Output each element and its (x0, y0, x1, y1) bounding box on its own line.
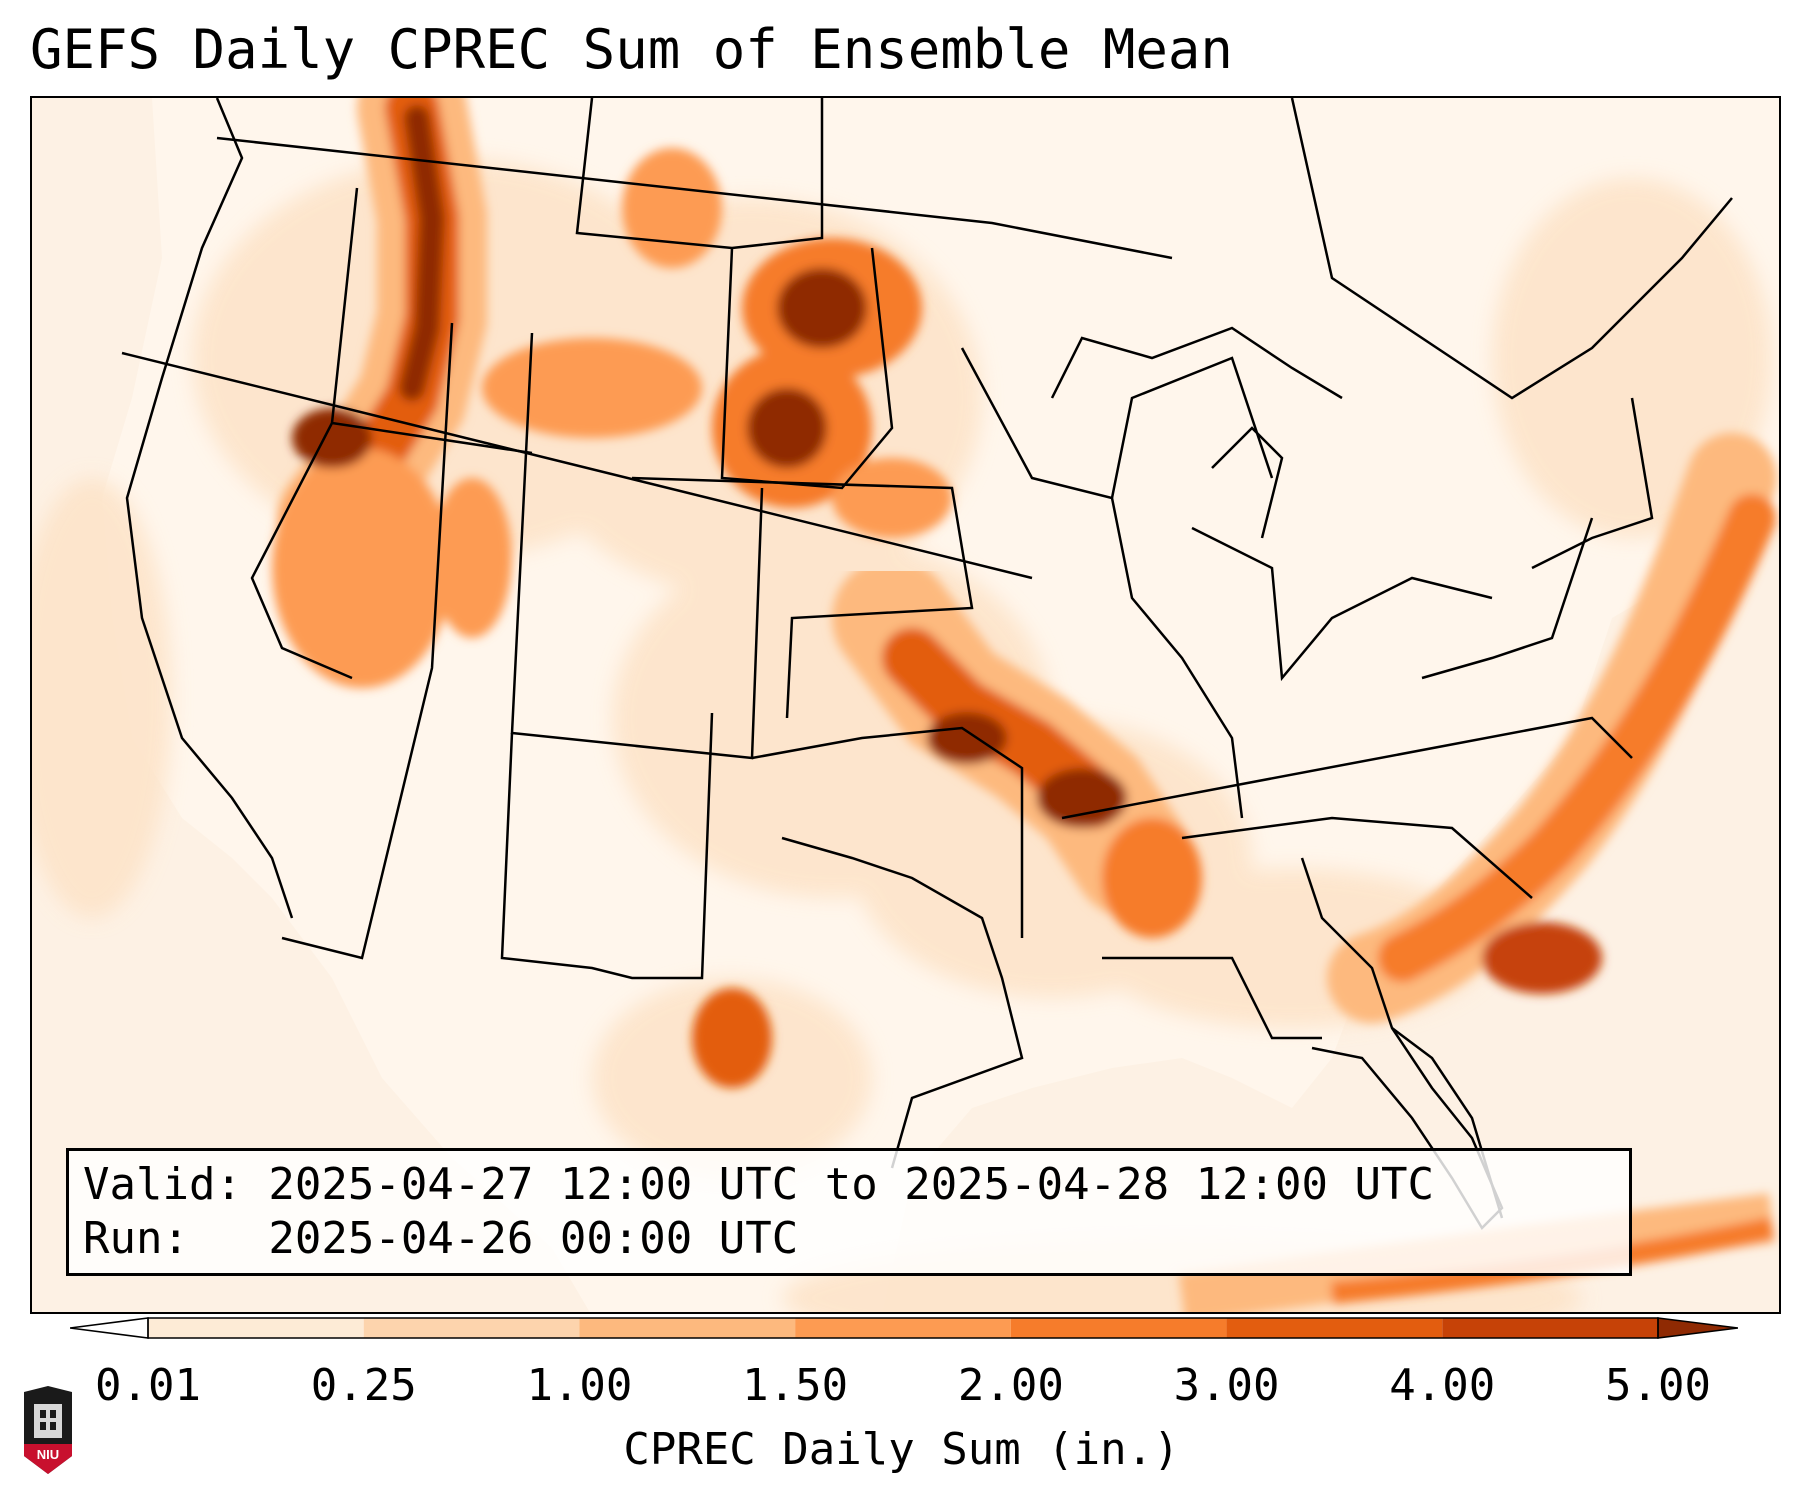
run-time-text: Run: 2025-04-26 00:00 UTC (83, 1213, 799, 1264)
valid-time-box: Valid: 2025-04-27 12:00 UTC to 2025-04-2… (66, 1148, 1632, 1276)
logo-text: NIU (37, 1447, 59, 1462)
colorbar-tick-label: 1.50 (742, 1360, 849, 1411)
colorbar-label: CPREC Daily Sum (in.) (623, 1424, 1180, 1475)
colorbar-lower-arrow (70, 1317, 149, 1339)
colorbar-cell (1226, 1318, 1443, 1338)
colorbar-cell (795, 1318, 1011, 1338)
precip-map (32, 98, 1779, 1312)
colorbar-tick-label: 0.01 (95, 1360, 201, 1411)
colorbar-cell (148, 1318, 364, 1338)
colorbar-tick-label: 0.25 (310, 1360, 417, 1411)
valid-time-text: Valid: 2025-04-27 12:00 UTC to 2025-04-2… (83, 1159, 1435, 1210)
boundaries (121, 98, 1733, 1219)
colorbar-cell (1010, 1318, 1227, 1338)
southern-precip (692, 558, 1202, 1088)
colorbar-tick-label: 1.00 (526, 1360, 633, 1411)
plains-precip (712, 238, 952, 538)
colorbar-tick-label: 5.00 (1605, 1360, 1711, 1411)
colorbar-cell (579, 1318, 796, 1338)
colorbar-cell (363, 1318, 580, 1338)
northwest-precip (272, 98, 722, 688)
niu-logo: NIU (24, 1386, 72, 1474)
colorbar-upper-arrow (1657, 1317, 1738, 1339)
map-panel (30, 96, 1781, 1314)
colorbar-frame (147, 1317, 1659, 1339)
colorbar-tick-label: 2.00 (957, 1360, 1064, 1411)
map-title: GEFS Daily CPREC Sum of Ensemble Mean (30, 18, 1233, 81)
colorbar-cell (1442, 1318, 1658, 1338)
colorbar-tick-label: 3.00 (1173, 1360, 1280, 1411)
colorbar (70, 1317, 1738, 1339)
colorbar-tick-label: 4.00 (1389, 1360, 1496, 1411)
